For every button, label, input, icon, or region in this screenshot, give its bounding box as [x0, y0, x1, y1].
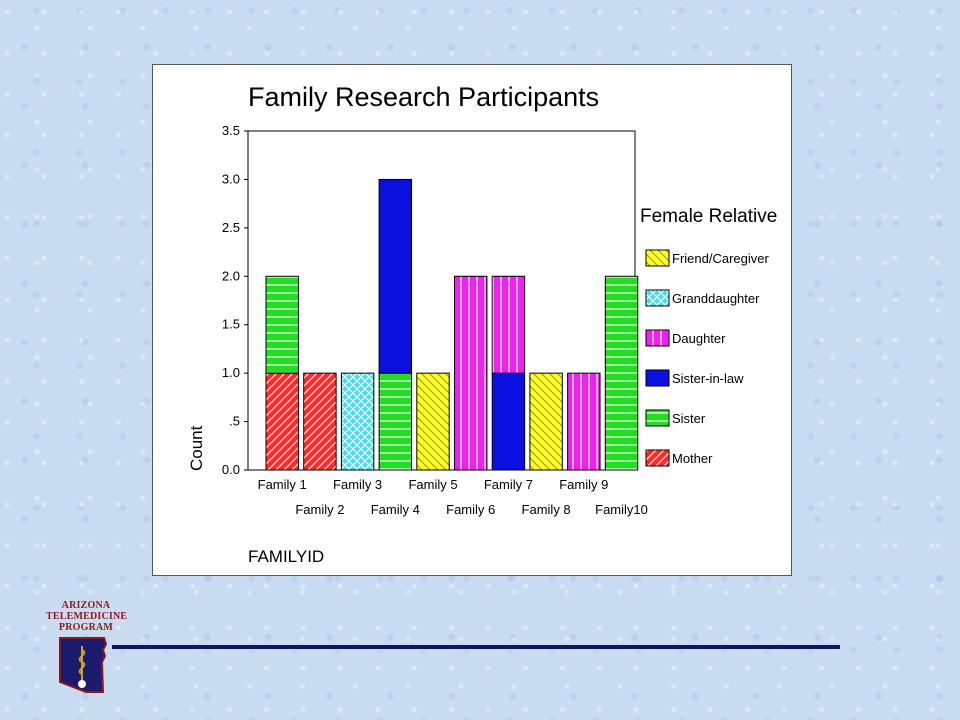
y-tick-label: 1.5 — [222, 317, 240, 332]
legend-label-sister: Sister — [672, 411, 706, 426]
legend-label-mother: Mother — [672, 451, 713, 466]
legend-swatch-daughter — [645, 329, 670, 347]
bar-family10-sister — [604, 275, 639, 471]
stacked-bar-chart: Family Research Participants 0.0 .5 1.0 1.5… — [187, 82, 777, 566]
chart-panel: Family Research Participants 0.0 .5 1.0 1.5… — [152, 64, 792, 576]
y-tick-label: .5 — [229, 414, 240, 429]
legend-label-friend-caregiver: Friend/Caregiver — [672, 251, 769, 266]
bar-family-8-friend-caregiver — [529, 372, 563, 471]
x-tick-label-family10: Family10 — [595, 502, 648, 517]
footer-rule — [112, 645, 840, 649]
bar-family-5-friend-caregiver — [416, 372, 450, 471]
y-tick-label: 0.0 — [222, 462, 240, 477]
logo-line-3: PROGRAM — [58, 622, 114, 633]
bar-family-2-mother — [303, 372, 337, 471]
bars-group — [265, 178, 639, 471]
bar-family-4-sister-in-law — [378, 178, 413, 374]
x-tick-label-family-4: Family 4 — [371, 502, 420, 517]
legend-swatch-sister-in-law — [645, 369, 670, 387]
arizona-telemedicine-logo — [59, 637, 108, 693]
y-tick-label: 2.5 — [222, 220, 240, 235]
legend-swatch-granddaughter — [645, 289, 670, 307]
legend-swatch-friend-caregiver — [645, 249, 670, 267]
logo-line-2: TELEMEDICINE — [46, 611, 128, 622]
x-tick-label-family-9: Family 9 — [559, 477, 608, 492]
y-tick-label: 3.0 — [222, 171, 240, 186]
x-tick-label-family-2: Family 2 — [295, 502, 344, 517]
x-tick-label-family-6: Family 6 — [446, 502, 495, 517]
bar-family-1-mother — [265, 372, 299, 471]
legend-label-sister-in-law: Sister-in-law — [672, 371, 744, 386]
y-axis-title: Count — [187, 425, 206, 471]
x-tick-label-family-8: Family 8 — [522, 502, 571, 517]
x-tick-label-family-5: Family 5 — [408, 477, 457, 492]
legend: Friend/Caregiver Granddaughter Daughter Sis… — [645, 249, 769, 467]
legend-label-granddaughter: Granddaughter — [672, 291, 760, 306]
x-tick-label-family-3: Family 3 — [333, 477, 382, 492]
bar-family-7-sister-in-law — [491, 372, 526, 471]
axes-group: 0.0 .5 1.0 1.5 2.0 2.5 3.0 3.5 Family 1 Family 2 F… — [222, 123, 648, 517]
logo-line-1: ARIZONA — [61, 600, 111, 611]
chart-title: Family Research Participants — [248, 82, 599, 112]
x-axis-title: FAMILYID — [248, 547, 324, 566]
bar-family-6-daughter — [454, 275, 488, 471]
bar-family-7-daughter — [491, 275, 526, 374]
legend-swatch-mother — [645, 449, 670, 467]
bar-family-3-granddaughter — [340, 372, 375, 471]
y-tick-label: 3.5 — [222, 123, 240, 138]
bar-family-4-sister — [378, 372, 413, 471]
legend-label-daughter: Daughter — [672, 331, 726, 346]
bar-family-9-daughter — [567, 372, 601, 471]
y-tick-label: 1.0 — [222, 365, 240, 380]
x-tick-label-family-7: Family 7 — [484, 477, 533, 492]
legend-swatch-sister — [645, 409, 670, 427]
logo-text: ARIZONA TELEMEDICINE PROGRAM — [46, 600, 128, 633]
legend-title: Female Relative — [640, 206, 777, 227]
bar-family-1-sister — [265, 275, 299, 374]
x-tick-label-family-1: Family 1 — [258, 477, 307, 492]
y-tick-label: 2.0 — [222, 268, 240, 283]
